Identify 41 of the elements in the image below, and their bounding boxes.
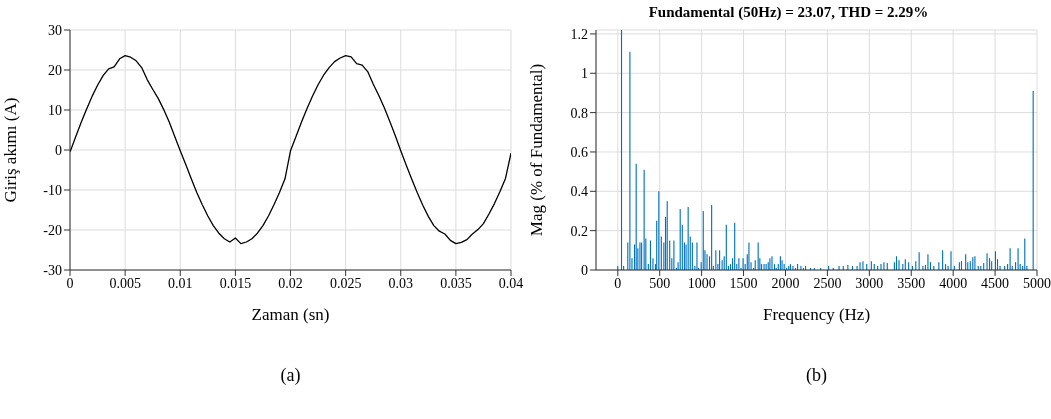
x-tick-label: 0.01: [168, 275, 193, 291]
x-tick-label: 1500: [729, 275, 758, 291]
x-tick-label: 5000: [1023, 275, 1051, 291]
text: (a): [279, 365, 302, 386]
x-tick-label: 3500: [897, 275, 926, 291]
x-tick-label: 500: [649, 275, 671, 291]
y-tick-label: 10: [48, 102, 62, 118]
y-tick-label: 0.6: [570, 144, 588, 160]
y-tick-label: 1.2: [570, 26, 588, 42]
y-tick-label: 0.2: [570, 223, 588, 239]
x-tick-label: 0.03: [388, 275, 413, 291]
x-tick-label: 0: [66, 275, 74, 291]
x-tick-label: 0.025: [329, 275, 362, 291]
x-axis-title: Frequency (Hz): [762, 305, 871, 324]
y-tick-label: 1: [581, 66, 588, 82]
x-tick-label: 0.04: [498, 275, 524, 291]
x-tick-label: 0.035: [440, 275, 472, 291]
y-tick-label: -10: [43, 182, 62, 198]
x-tick-label: 4000: [939, 275, 968, 291]
y-axis-title: Mag (% of Fundamental): [527, 63, 547, 237]
x-tick-label: 2000: [771, 275, 800, 291]
y-tick-label: -20: [43, 222, 62, 238]
text: (b): [805, 365, 828, 386]
x-tick-label: 0: [614, 275, 622, 291]
y-tick-label: 30: [48, 22, 62, 38]
x-tick-label: 0.02: [278, 275, 303, 291]
x-tick-label: 2500: [813, 275, 842, 291]
x-tick-label: 0.005: [109, 275, 141, 291]
y-tick-label: 0: [581, 262, 588, 278]
x-tick-label: 4500: [981, 275, 1010, 291]
y-tick-label: 0.8: [570, 105, 588, 121]
x-tick-label: 0.015: [219, 275, 252, 291]
chart-title: Fundamental (50Hz) = 23.07, THD = 2.29%: [647, 4, 930, 21]
x-tick-label: 1000: [687, 275, 716, 291]
y-axis-title: Giriş akımı (A): [1, 97, 21, 203]
x-axis-title: Zaman (sn): [251, 305, 330, 324]
x-tick-label: 3000: [855, 275, 884, 291]
y-tick-label: 0: [55, 142, 62, 158]
y-tick-label: 0.4: [570, 184, 588, 200]
y-tick-label: -30: [43, 262, 62, 278]
y-tick-label: 20: [48, 62, 62, 78]
